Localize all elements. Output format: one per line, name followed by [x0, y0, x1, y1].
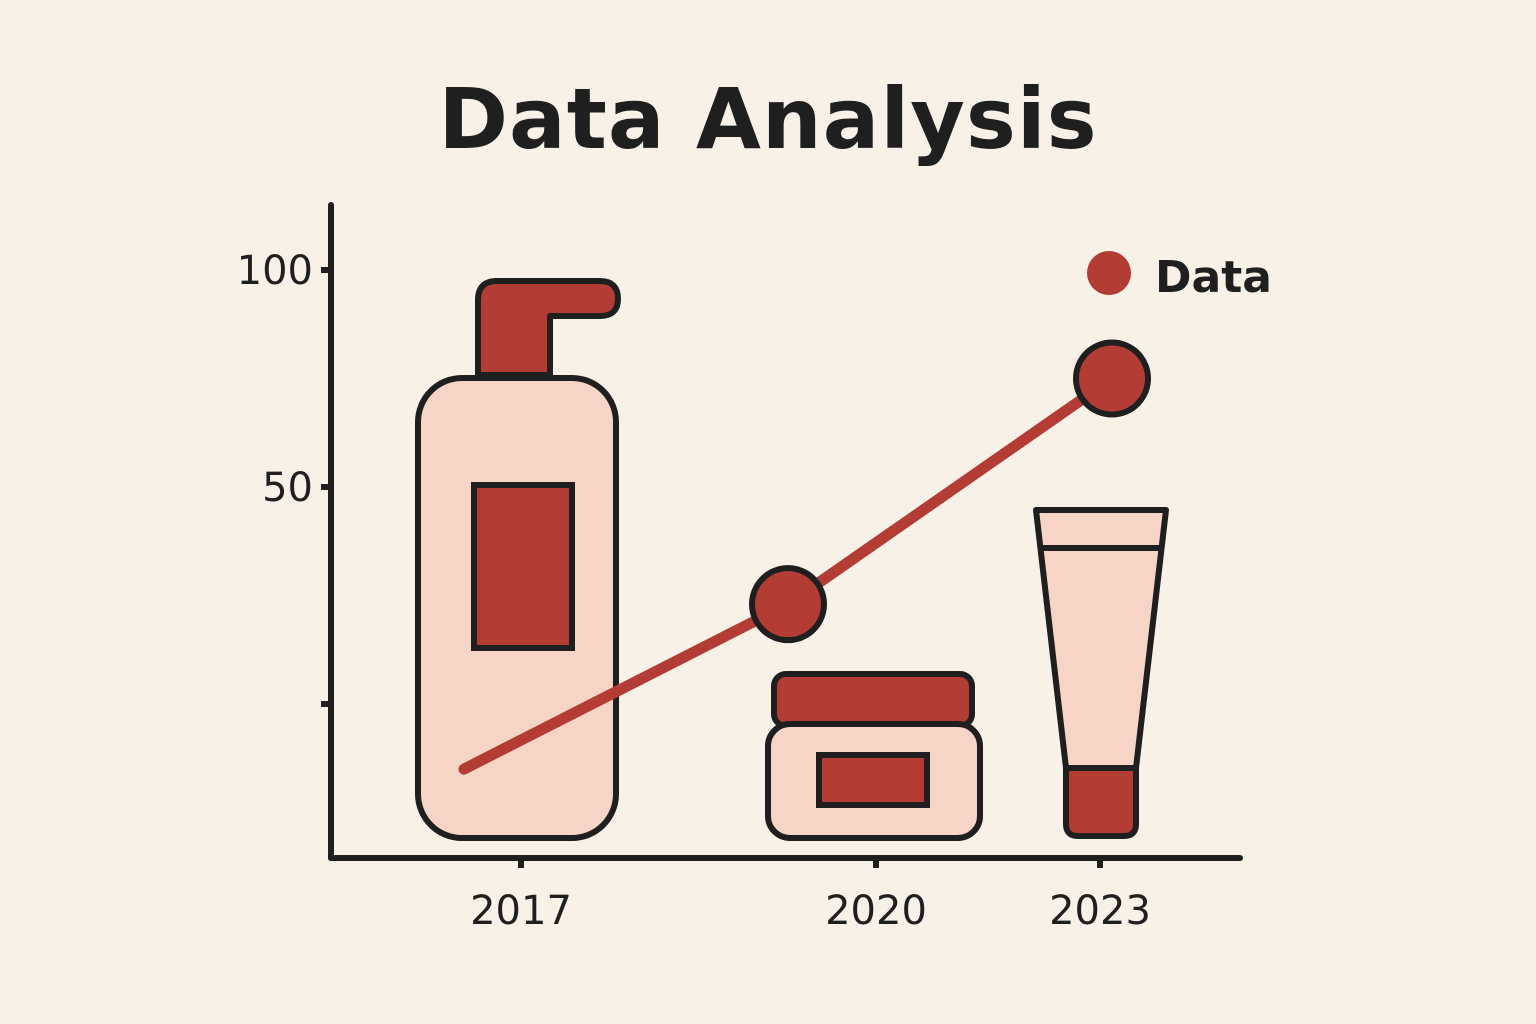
y-tick-label: 100 — [237, 248, 313, 294]
pump-bottle-icon — [415, 278, 621, 841]
data-point — [749, 565, 827, 644]
x-tick-label: 2017 — [470, 888, 572, 934]
legend-label: Data — [1155, 252, 1272, 303]
legend-marker — [1087, 251, 1131, 295]
x-ticks: 2017 2020 2023 — [470, 858, 1151, 934]
x-tick-label: 2023 — [1049, 888, 1151, 934]
series-points — [749, 339, 1151, 644]
y-ticks: 100 50 — [237, 248, 331, 707]
legend: Data — [1087, 251, 1272, 303]
cream-jar-icon — [765, 671, 983, 841]
chart-title: Data Analysis — [438, 70, 1098, 168]
tube-icon — [1033, 507, 1169, 839]
y-tick-label: 50 — [262, 465, 313, 511]
data-point — [1073, 339, 1151, 418]
x-tick-label: 2020 — [825, 888, 927, 934]
